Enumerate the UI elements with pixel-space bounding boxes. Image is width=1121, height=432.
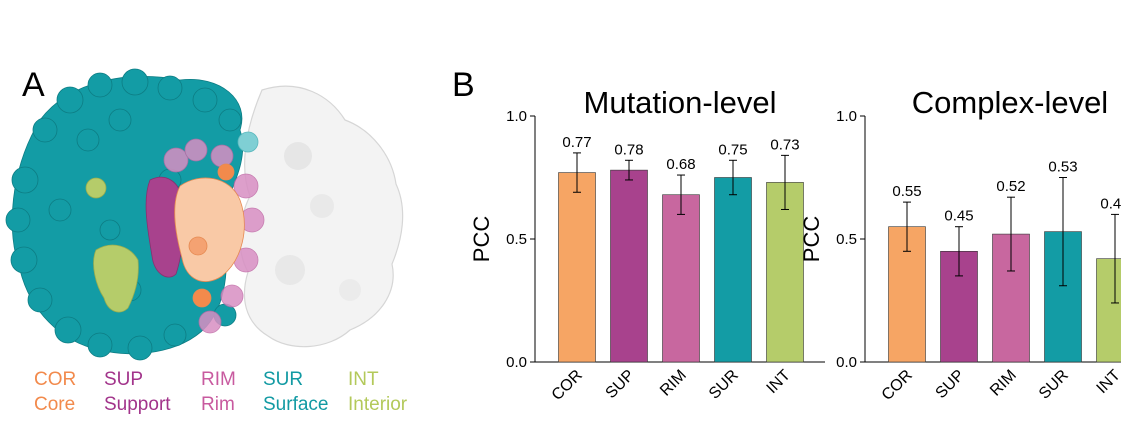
chart1-bar-rim <box>662 194 700 363</box>
chart1-category-label: SUR <box>706 367 742 403</box>
chart2-value-label: 0.45 <box>944 208 973 225</box>
legend-abbr-cor: COR <box>34 369 77 390</box>
legend-abbr-sup: SUP <box>104 369 144 390</box>
chart2-ylabel: PCC <box>799 216 824 263</box>
chart2-value-label: 0.42 <box>1100 195 1121 212</box>
chart2-ytick-label: 1.0 <box>836 108 857 125</box>
chart1-ytick-label: 1.0 <box>506 108 527 125</box>
chart2-category-label: SUP <box>933 367 968 402</box>
legend-full-cor: Core <box>34 394 76 415</box>
chart1-category-label: RIM <box>657 367 690 400</box>
legend-full-rim: Rim <box>201 394 235 415</box>
partner-protein-surface <box>239 85 404 348</box>
chart1-value-label: 0.75 <box>718 141 747 158</box>
chart2-category-label: INT <box>1094 367 1121 397</box>
legend-full-sup: Support <box>104 394 171 415</box>
chart1-value-label: 0.77 <box>562 134 591 151</box>
chart2-category-label: RIM <box>987 367 1020 400</box>
chart1-value-label: 0.73 <box>770 136 799 153</box>
pcc-bar-charts: Mutation-level PCC 0.0 0.5 1.0 0.77 COR 0.78 SUP… <box>469 85 1121 404</box>
support-residues <box>145 176 184 278</box>
protein-structure-image <box>5 68 404 361</box>
chart1-bar-sup <box>610 169 648 363</box>
chart2-title: Complex-level <box>912 85 1108 120</box>
legend-abbr-int: INT <box>348 369 379 390</box>
interior-residues <box>85 177 139 313</box>
legend-full-sur: Surface <box>263 394 329 415</box>
chart2-ytick-label: 0.0 <box>836 354 857 371</box>
legend-abbr-sur: SUR <box>263 369 304 390</box>
chart2-ytick-label: 0.5 <box>836 231 857 248</box>
chart2-bar-int <box>1096 258 1121 363</box>
core-residues <box>174 163 245 308</box>
chart1-ytick-label: 0.5 <box>506 231 527 248</box>
chart2-bar-cor <box>888 226 926 363</box>
chart1-bar-int <box>766 182 804 363</box>
chart2-category-label: COR <box>879 367 916 404</box>
chart2-category-label: SUR <box>1036 367 1072 403</box>
legend-abbr-rim: RIM <box>201 369 236 390</box>
chart1-ylabel: PCC <box>469 216 494 263</box>
legend-full-int: Interior <box>348 394 408 415</box>
chart1-category-label: COR <box>549 367 586 404</box>
chart1-ytick-label: 0.0 <box>506 354 527 371</box>
chart2-value-label: 0.52 <box>996 178 1025 195</box>
chart1-bar-cor <box>558 172 596 363</box>
chart2-value-label: 0.55 <box>892 183 921 200</box>
chart1-category-label: INT <box>764 367 794 397</box>
panel-a-label: A <box>22 66 45 104</box>
chart1-bar-sur <box>714 177 752 363</box>
chart2-value-label: 0.53 <box>1048 159 1077 176</box>
chart1-value-label: 0.78 <box>614 141 643 158</box>
panel-b-label: B <box>452 66 475 104</box>
chart1-title: Mutation-level <box>584 85 777 120</box>
rim-residues <box>163 138 265 334</box>
chart1-category-label: SUP <box>603 367 638 402</box>
chart1-value-label: 0.68 <box>666 156 695 173</box>
